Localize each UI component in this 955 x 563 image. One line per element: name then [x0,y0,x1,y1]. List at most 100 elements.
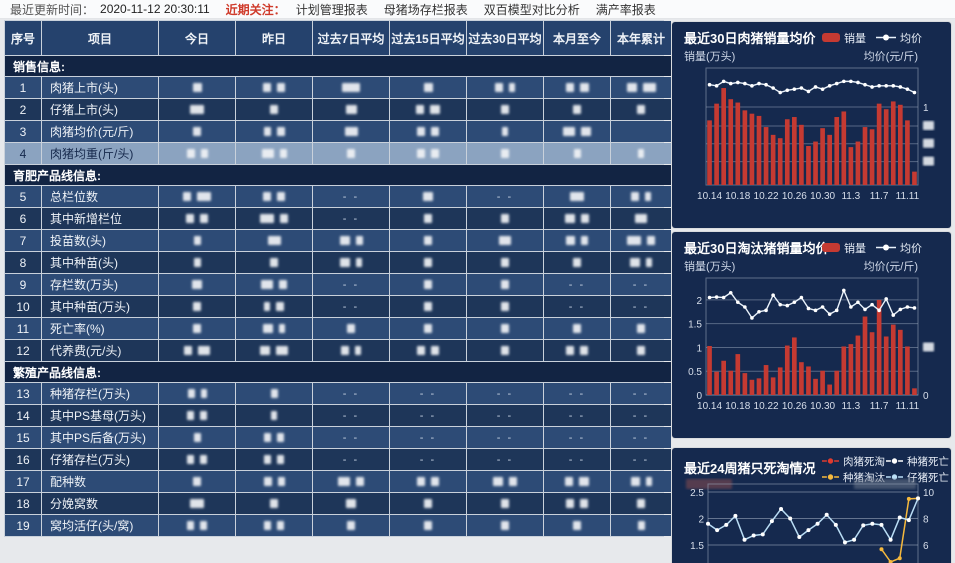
data-cell-redacted[interactable] [159,252,235,273]
data-cell-redacted[interactable] [467,121,543,142]
data-cell-redacted[interactable]: - - [467,449,543,470]
data-cell-redacted[interactable] [313,471,389,492]
row-number[interactable]: 13 [5,383,41,404]
row-number[interactable]: 18 [5,493,41,514]
data-cell-redacted[interactable] [544,77,610,98]
data-cell-redacted[interactable] [611,252,671,273]
data-cell-redacted[interactable] [611,515,671,536]
data-cell-redacted[interactable]: - - [313,383,389,404]
data-cell-redacted[interactable] [611,143,671,164]
data-cell-redacted[interactable]: - - [544,296,610,317]
data-cell-redacted[interactable] [544,252,610,273]
data-cell-redacted[interactable] [467,252,543,273]
data-cell-redacted[interactable] [236,471,312,492]
data-cell-redacted[interactable] [390,121,466,142]
data-cell-redacted[interactable]: - - [390,405,466,426]
data-cell-redacted[interactable] [159,208,235,229]
data-cell-redacted[interactable] [390,340,466,361]
row-item-name[interactable]: 代养费(元/头) [42,340,158,361]
data-cell-redacted[interactable] [159,340,235,361]
row-number[interactable]: 10 [5,296,41,317]
row-number[interactable]: 17 [5,471,41,492]
row-number[interactable]: 12 [5,340,41,361]
data-cell-redacted[interactable] [236,230,312,251]
data-cell-redacted[interactable] [236,318,312,339]
data-cell-redacted[interactable] [159,405,235,426]
row-number[interactable]: 19 [5,515,41,536]
data-cell-redacted[interactable] [236,274,312,295]
data-cell-redacted[interactable] [390,515,466,536]
data-cell-redacted[interactable] [467,77,543,98]
data-cell-redacted[interactable] [390,230,466,251]
data-cell-redacted[interactable] [390,77,466,98]
row-number[interactable]: 15 [5,427,41,448]
data-cell-redacted[interactable]: - - [390,427,466,448]
data-cell-redacted[interactable] [467,296,543,317]
data-cell-redacted[interactable] [611,318,671,339]
data-cell-redacted[interactable] [159,143,235,164]
data-cell-redacted[interactable]: - - [611,405,671,426]
row-item-name[interactable]: 种猪存栏(万头) [42,383,158,404]
data-cell-redacted[interactable]: - - [544,427,610,448]
row-item-name[interactable]: 分娩窝数 [42,493,158,514]
row-number[interactable]: 14 [5,405,41,426]
row-item-name[interactable]: 死亡率(%) [42,318,158,339]
data-cell-redacted[interactable] [544,230,610,251]
data-cell-redacted[interactable] [611,230,671,251]
row-number[interactable]: 6 [5,208,41,229]
row-item-name[interactable]: 其中PS基母(万头) [42,405,158,426]
data-cell-redacted[interactable] [313,99,389,120]
data-cell-redacted[interactable] [467,230,543,251]
row-number[interactable]: 4 [5,143,41,164]
data-cell-redacted[interactable] [313,515,389,536]
row-item-name[interactable]: 肉猪均价(元/斤) [42,121,158,142]
data-cell-redacted[interactable] [467,143,543,164]
topbar-report-link[interactable]: 母猪场存栏报表 [383,2,468,17]
data-cell-redacted[interactable] [544,121,610,142]
row-item-name[interactable]: 肉猪均重(斤/头) [42,143,158,164]
topbar-report-link[interactable]: 计划管理报表 [295,2,368,17]
row-number[interactable]: 1 [5,77,41,98]
data-cell-redacted[interactable] [467,515,543,536]
data-cell-redacted[interactable] [544,471,610,492]
data-cell-redacted[interactable] [236,493,312,514]
data-cell-redacted[interactable] [390,296,466,317]
row-item-name[interactable]: 窝均活仔(头/窝) [42,515,158,536]
row-item-name[interactable]: 其中种苗(头) [42,252,158,273]
data-cell-redacted[interactable] [544,318,610,339]
data-cell-redacted[interactable] [390,208,466,229]
data-cell-redacted[interactable]: - - [467,405,543,426]
data-cell-redacted[interactable] [236,208,312,229]
data-cell-redacted[interactable]: - - [611,383,671,404]
data-cell-redacted[interactable] [611,208,671,229]
data-cell-redacted[interactable] [390,186,466,207]
data-cell-redacted[interactable]: - - [467,427,543,448]
row-number[interactable]: 16 [5,449,41,470]
data-cell-redacted[interactable]: - - [313,449,389,470]
row-item-name[interactable]: 仔猪上市(头) [42,99,158,120]
data-cell-redacted[interactable] [544,99,610,120]
data-cell-redacted[interactable] [467,274,543,295]
data-cell-redacted[interactable] [467,471,543,492]
data-cell-redacted[interactable] [390,143,466,164]
row-number[interactable]: 2 [5,99,41,120]
data-cell-redacted[interactable] [236,340,312,361]
data-cell-redacted[interactable]: - - [390,383,466,404]
data-cell-redacted[interactable]: - - [611,449,671,470]
data-cell-redacted[interactable] [236,296,312,317]
data-cell-redacted[interactable] [159,77,235,98]
data-cell-redacted[interactable] [159,99,235,120]
data-cell-redacted[interactable] [159,186,235,207]
data-cell-redacted[interactable] [159,383,235,404]
data-cell-redacted[interactable] [236,99,312,120]
data-cell-redacted[interactable] [611,471,671,492]
data-cell-redacted[interactable] [544,340,610,361]
data-cell-redacted[interactable]: - - [611,427,671,448]
data-cell-redacted[interactable]: - - [467,186,543,207]
data-cell-redacted[interactable] [390,471,466,492]
data-cell-redacted[interactable] [313,340,389,361]
data-cell-redacted[interactable]: - - [544,274,610,295]
data-cell-redacted[interactable] [313,143,389,164]
data-cell-redacted[interactable] [390,252,466,273]
data-cell-redacted[interactable]: - - [390,449,466,470]
